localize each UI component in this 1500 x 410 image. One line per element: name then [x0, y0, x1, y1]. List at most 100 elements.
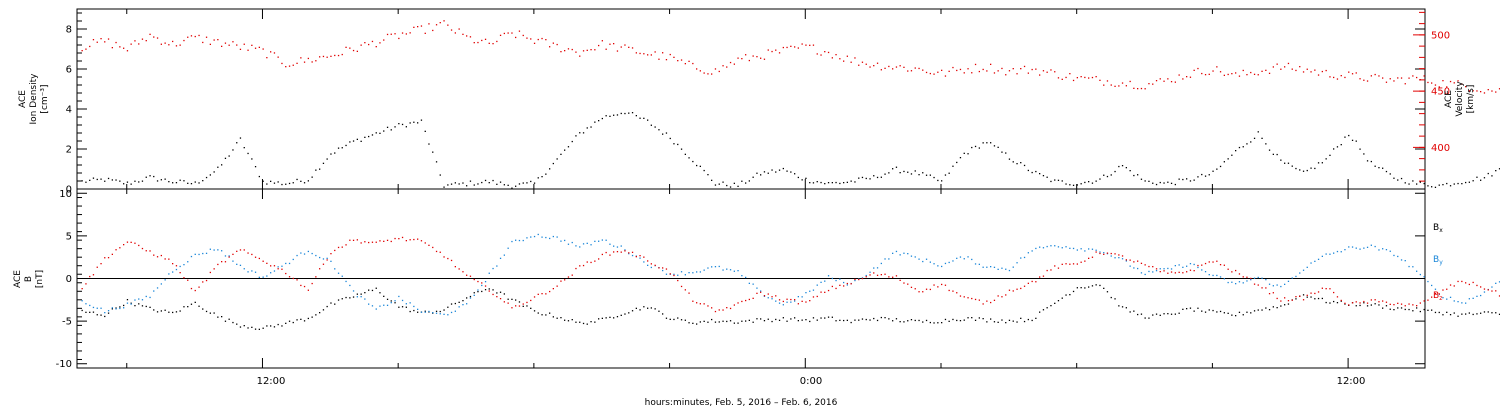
velocity-point	[462, 33, 464, 35]
velocity-point	[466, 35, 468, 37]
bx-point	[1106, 291, 1109, 293]
by-point	[371, 305, 374, 307]
bx-point	[1080, 287, 1082, 289]
bz-point	[190, 287, 193, 290]
bz-point	[549, 290, 551, 293]
density-point	[386, 126, 389, 128]
density-point	[277, 181, 279, 183]
velocity-point	[315, 60, 317, 62]
bz-point	[454, 266, 456, 268]
bx-point	[1408, 308, 1410, 311]
velocity-point	[745, 54, 747, 56]
bx-point	[1129, 311, 1131, 313]
density-point	[149, 175, 151, 177]
density-point	[254, 166, 257, 168]
bz-point	[307, 289, 309, 291]
velocity-point	[827, 51, 830, 54]
velocity-point	[929, 72, 931, 75]
velocity-point	[123, 47, 125, 49]
bz-point	[892, 276, 894, 278]
by-point	[797, 296, 799, 298]
density-point	[711, 179, 713, 181]
velocity-point	[835, 54, 837, 56]
velocity-point	[1208, 73, 1210, 75]
density-point	[364, 136, 366, 138]
velocity-point	[1046, 71, 1048, 73]
by-point	[1020, 257, 1022, 259]
bx-point	[1250, 312, 1252, 314]
bz-point	[963, 296, 965, 298]
bz-point	[292, 277, 294, 280]
by-point	[383, 304, 385, 306]
bx-point	[356, 293, 358, 295]
b-label-line-2: B	[24, 276, 34, 282]
density-point	[1001, 151, 1003, 153]
by-point	[168, 273, 170, 275]
bx-point	[1317, 297, 1320, 300]
by-point	[89, 304, 91, 307]
by-point	[745, 276, 747, 279]
by-point	[1005, 268, 1007, 270]
velocity-point	[330, 55, 332, 57]
bx-point	[435, 310, 438, 312]
velocity-point	[873, 65, 875, 67]
bz-point	[1114, 253, 1116, 255]
bx-point	[1208, 309, 1210, 311]
by-point	[605, 239, 607, 241]
velocity-point	[1370, 75, 1372, 77]
velocity-point	[711, 73, 713, 75]
density-point	[462, 182, 464, 184]
bz-point	[1408, 303, 1410, 305]
velocity-point	[341, 53, 343, 56]
by-point	[729, 269, 732, 271]
by-point	[571, 241, 573, 244]
by-point	[925, 258, 928, 260]
bz-point	[156, 256, 159, 258]
density-point	[639, 117, 641, 119]
b-label-line-1: ACE	[13, 270, 23, 288]
by-point	[428, 310, 430, 313]
by-point	[1223, 278, 1225, 280]
bz-point	[356, 239, 358, 241]
velocity-point	[526, 37, 528, 39]
velocity-point	[1238, 75, 1241, 77]
density-point	[1046, 176, 1048, 178]
bx-point	[567, 320, 570, 322]
velocity-point	[1050, 69, 1052, 71]
bx-point	[1046, 307, 1048, 309]
by-point	[273, 270, 276, 272]
bz-point	[1193, 270, 1195, 272]
by-point	[239, 264, 242, 266]
by-point	[1385, 249, 1388, 251]
by-point	[194, 253, 196, 255]
by-point	[918, 258, 920, 260]
density-point	[971, 146, 973, 149]
bx-point	[172, 311, 174, 314]
velocity-point	[1204, 74, 1207, 76]
density-point	[1099, 178, 1101, 180]
bz-point	[1084, 260, 1086, 262]
density-point	[1216, 168, 1218, 170]
bz-point	[319, 268, 321, 270]
bz-point	[967, 297, 969, 299]
velocity-point	[1408, 77, 1410, 79]
velocity-point	[1027, 72, 1029, 74]
bx-point	[1431, 309, 1433, 311]
bz-point	[1201, 264, 1203, 266]
by-point	[722, 269, 724, 271]
density-point	[224, 157, 227, 159]
bx-point	[850, 321, 852, 324]
velocity-point	[262, 48, 264, 50]
by-point	[1257, 276, 1259, 279]
density-point	[1268, 149, 1271, 151]
density-point	[228, 155, 230, 157]
by-point	[1366, 246, 1369, 248]
velocity-point	[533, 42, 536, 44]
bx-point	[726, 320, 728, 323]
bx-point	[982, 318, 984, 320]
bx-point	[277, 323, 279, 326]
bz-point	[1235, 269, 1237, 272]
by-point	[1495, 282, 1497, 284]
bx-point	[273, 326, 276, 328]
velocity-point	[1416, 76, 1418, 79]
